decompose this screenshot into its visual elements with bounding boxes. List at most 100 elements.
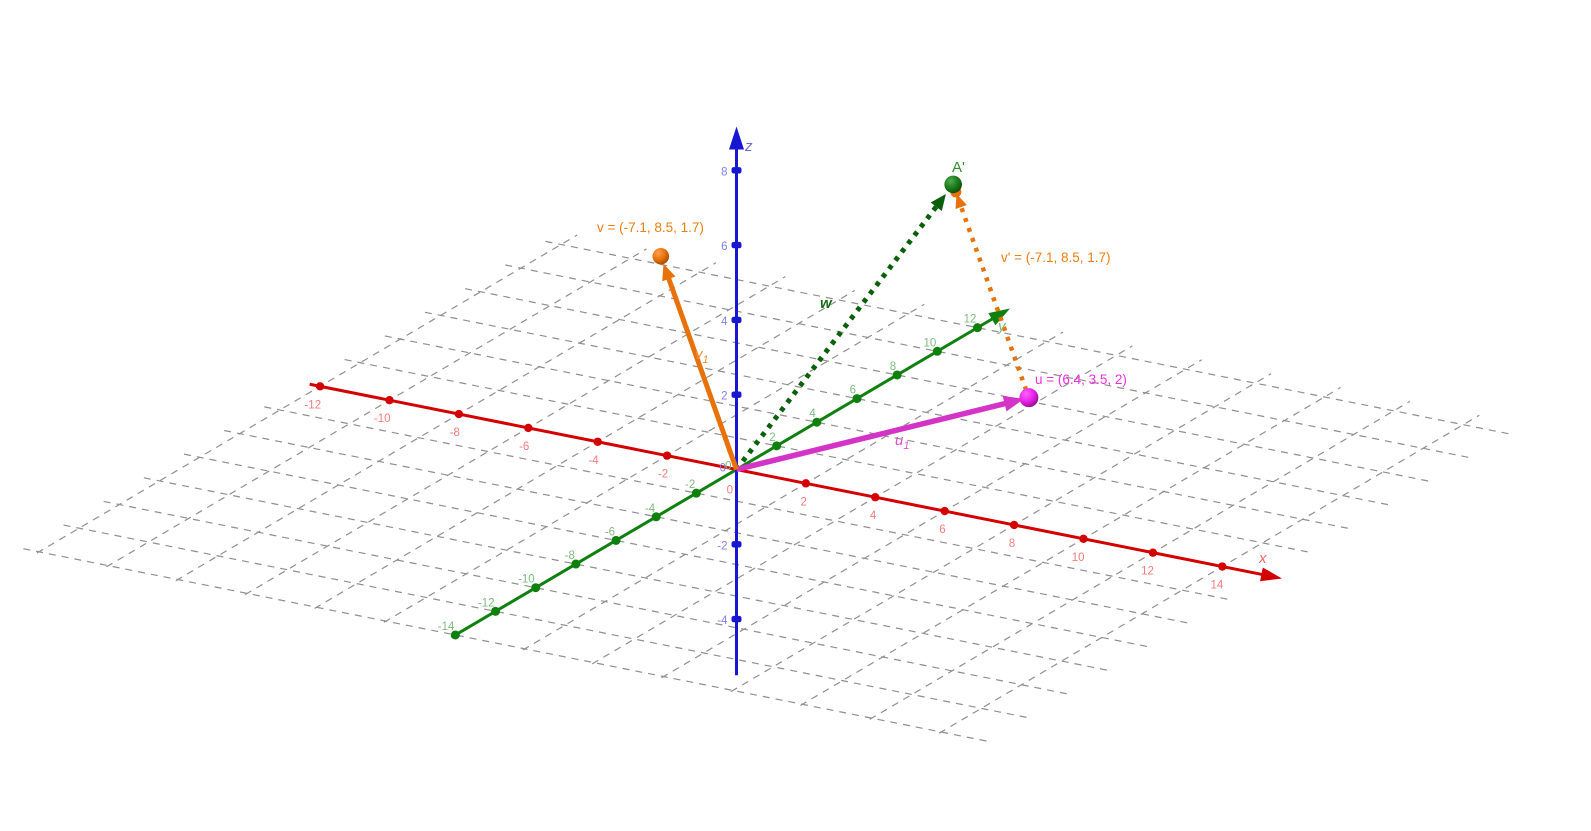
grid-line	[314, 289, 856, 609]
vector-v-arrowhead[interactable]	[662, 263, 676, 282]
grid-line	[244, 276, 786, 596]
y-axis-tick	[772, 441, 782, 451]
grid-line	[106, 248, 647, 568]
vector-w-shaft[interactable]	[734, 198, 944, 472]
point-a-prime[interactable]	[944, 175, 962, 194]
y-axis-tick-label: -2	[685, 479, 695, 491]
point-a-prime-label[interactable]: A'	[952, 159, 965, 176]
vector-w-label[interactable]: w	[820, 295, 832, 312]
x-axis-tick-label: 6	[939, 524, 945, 536]
grid-line	[800, 386, 1341, 706]
x-axis-tick	[1148, 548, 1158, 557]
grid-line	[23, 548, 992, 743]
vector-v1-label-sub: 1	[702, 354, 709, 366]
z-axis-tick-label: -2	[717, 540, 727, 552]
z-axis-tick-label: -4	[717, 615, 728, 627]
x-axis-label: x	[1259, 550, 1267, 567]
z-axis-tick	[731, 615, 742, 623]
origin-zero-z: 0	[720, 463, 726, 475]
y-axis-tick-label: 4	[809, 408, 816, 420]
y-axis-tick	[611, 535, 621, 545]
grid-line	[103, 500, 1072, 696]
grid-line	[175, 262, 717, 582]
grid-line	[344, 358, 1313, 554]
grid-line	[591, 345, 1133, 665]
vector-v-prime-shaft[interactable]	[957, 202, 1029, 391]
point-v-tip[interactable]	[652, 247, 670, 265]
y-axis-tick-label: -6	[605, 526, 615, 538]
vector-v1-label[interactable]: v1	[695, 347, 709, 366]
grid-line	[143, 477, 1113, 672]
vector-v-shaft[interactable]	[663, 268, 739, 471]
vector-u-arrowhead[interactable]	[1002, 395, 1025, 412]
vector-u1-label[interactable]: u1	[895, 433, 909, 452]
vector-u-shaft[interactable]	[735, 398, 1016, 473]
x-axis-tick	[1079, 534, 1088, 543]
grid-line	[224, 429, 1193, 625]
vector-v1-label-text: v	[695, 346, 703, 363]
grid-line	[424, 311, 1394, 507]
x-axis-tick-label: 4	[870, 510, 877, 522]
y-axis-tick-label: -8	[565, 550, 575, 562]
grid-line	[505, 264, 1474, 459]
z-axis-tick-label: 6	[721, 241, 727, 253]
y-axis-tick-label: 2	[769, 432, 775, 444]
x-axis-tick	[593, 437, 602, 446]
x-axis-tick-label: -6	[519, 441, 529, 453]
y-axis-tick	[852, 394, 862, 404]
x-axis-tick	[454, 409, 464, 419]
x-axis-tick	[385, 396, 394, 405]
vector-w-arrowhead[interactable]	[930, 193, 946, 211]
vector-u1-label-sub: 1	[903, 440, 910, 452]
x-axis-tick-label: -12	[304, 399, 321, 411]
y-axis-tick	[892, 370, 902, 380]
z-axis-tick-label: 4	[721, 316, 728, 328]
y-axis-tick	[531, 583, 541, 593]
x-axis	[309, 382, 1267, 577]
x-axis-tick-label: 10	[1072, 552, 1085, 564]
y-axis	[450, 313, 1000, 639]
y-axis-tick-label: -12	[478, 597, 495, 609]
grid-line	[264, 406, 1233, 601]
vector-v-prime-arrowhead[interactable]	[955, 193, 967, 210]
vector-v-value-label[interactable]: v = (-7.1, 8.5, 1.7)	[597, 220, 704, 235]
y-axis-arrowhead[interactable]	[988, 308, 1010, 326]
y-axis-tick	[450, 630, 460, 640]
x-axis-tick	[801, 479, 811, 488]
grid-line	[730, 373, 1272, 693]
z-axis-tick	[731, 391, 742, 398]
x-axis-tick	[1009, 520, 1019, 530]
vector-u-value-label[interactable]: u = (6.4, 3.5, 2)	[1035, 372, 1127, 387]
grid-line	[63, 524, 1032, 719]
grid-line	[183, 453, 1153, 649]
y-axis-tick-label: -14	[438, 621, 455, 633]
z-axis-tick	[731, 241, 742, 249]
origin-zero-x: 0	[727, 485, 733, 497]
z-axis-tick	[731, 541, 742, 548]
x-axis-arrowhead[interactable]	[1260, 567, 1282, 582]
x-axis-tick	[1218, 562, 1227, 571]
y-axis-tick	[491, 606, 501, 616]
x-axis-tick	[524, 423, 533, 433]
z-axis-tick-label: 2	[721, 391, 727, 403]
z-axis-arrowhead[interactable]	[729, 126, 744, 150]
vector-v-prime-value-label[interactable]: v' = (-7.1, 8.5, 1.7)	[1001, 250, 1111, 265]
x-axis-tick	[315, 382, 325, 391]
x-axis-tick-label: 12	[1141, 566, 1154, 578]
grid-line	[384, 335, 1354, 530]
grid-line	[545, 240, 1514, 436]
grid-line	[383, 303, 925, 623]
x-axis-tick-label: -4	[588, 455, 599, 467]
y-axis-tick-label: 10	[924, 337, 937, 349]
x-axis-tick-label: -8	[450, 427, 460, 439]
x-axis-tick-label: -10	[374, 413, 391, 425]
grid-line	[465, 288, 1434, 483]
z-axis-label: z	[745, 138, 753, 155]
point-u-tip[interactable]	[1019, 388, 1039, 408]
x-axis-tick-label: 2	[800, 496, 806, 508]
y-axis-tick-label: 8	[890, 361, 896, 373]
grid-line	[522, 331, 1064, 651]
z-axis-tick-label: 8	[721, 166, 727, 178]
